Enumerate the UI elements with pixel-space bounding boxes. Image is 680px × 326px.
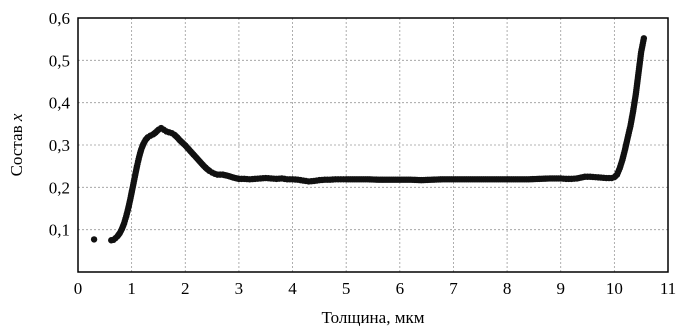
x-tick-label: 3 xyxy=(235,279,244,298)
x-tick-label: 9 xyxy=(556,279,565,298)
x-tick-label: 1 xyxy=(127,279,136,298)
x-tick-label: 6 xyxy=(396,279,405,298)
y-axis-label-main: Состав xyxy=(7,121,26,176)
y-tick-label: 0,5 xyxy=(49,51,70,70)
y-axis-label-variable: x xyxy=(7,113,26,122)
data-point xyxy=(640,35,648,42)
x-tick-label: 4 xyxy=(288,279,297,298)
x-tick-label: 8 xyxy=(503,279,512,298)
plot-frame xyxy=(77,17,669,273)
x-tick-label: 2 xyxy=(181,279,190,298)
x-tick-label: 0 xyxy=(74,279,83,298)
y-tick-labels: 0,1 0,2 0,3 0,4 0,5 0,6 xyxy=(49,9,71,240)
x-tick-label: 10 xyxy=(606,279,623,298)
y-tick-label: 0,3 xyxy=(49,136,70,155)
data-series xyxy=(90,35,648,244)
y-tick-label: 0,6 xyxy=(49,9,70,28)
y-tick-label: 0,4 xyxy=(49,94,71,113)
y-tick-label: 0,1 xyxy=(49,221,70,240)
x-tick-labels: 0 1 2 3 4 5 6 7 8 9 10 11 xyxy=(74,279,676,298)
y-tick-label: 0,2 xyxy=(49,178,70,197)
data-point xyxy=(90,236,98,243)
y-axis-label: Состав x xyxy=(7,113,26,176)
x-tick-label: 7 xyxy=(449,279,458,298)
plot-background xyxy=(78,18,668,272)
x-axis-label: Толщина, мкм xyxy=(322,308,425,326)
x-tick-label: 11 xyxy=(660,279,676,298)
x-tick-label: 5 xyxy=(342,279,351,298)
